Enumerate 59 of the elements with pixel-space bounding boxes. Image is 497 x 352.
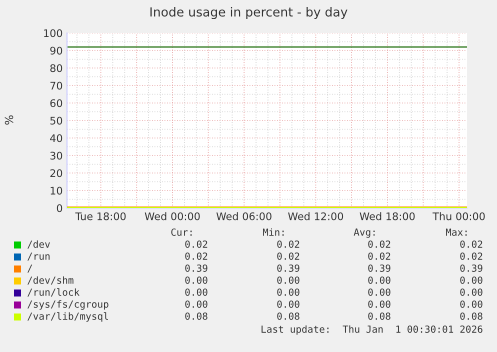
- legend-title: Cur:: [171, 228, 192, 236]
- legend-label: /dev: [27, 240, 50, 249]
- text: 0.02: [460, 240, 482, 248]
- legend-label: /run: [27, 252, 50, 261]
- x-tick-label: Wed 18:00: [360, 212, 415, 220]
- text: 0.02: [368, 240, 390, 248]
- text: 0.00: [277, 288, 300, 296]
- text: 0.00: [185, 300, 208, 308]
- text: 0.02: [277, 252, 300, 260]
- text: Last update: Thu Jan 1 00:30:01 2026: [262, 325, 482, 335]
- y-tick-label: 0: [56, 204, 62, 212]
- y-tick-label: 50: [50, 116, 62, 125]
- text: Max:: [446, 228, 467, 236]
- text: 0.08: [277, 312, 300, 320]
- text: 0.08: [368, 312, 390, 320]
- y-tick-label: 10: [50, 186, 62, 195]
- text: 0.00: [185, 288, 208, 296]
- chart-title: Inode usage in percent - by day: [150, 6, 348, 20]
- legend-label: /var/lib/mysql: [27, 312, 108, 322]
- text: 0.02: [185, 252, 208, 260]
- x-tick-label: Wed 06:00: [216, 212, 272, 220]
- y-tick-label: 30: [50, 152, 62, 160]
- text: 0.00: [277, 300, 300, 308]
- x-tick-label: Wed 12:00: [288, 212, 344, 220]
- x-tick-label: Wed 00:00: [144, 212, 200, 220]
- text: 0.08: [460, 312, 482, 320]
- y-tick-label: 70: [50, 82, 62, 90]
- text: 0.39: [277, 264, 300, 272]
- text: Min:: [262, 228, 284, 236]
- text: 0.02: [277, 240, 300, 248]
- legend-label: /dev/shm: [27, 276, 74, 285]
- text: 0.00: [368, 276, 390, 284]
- text: 0.00: [460, 300, 482, 308]
- text: 0.00: [460, 276, 482, 284]
- x-tick-label: Thu 00:00: [432, 212, 485, 220]
- x-tick-label: Tue 18:00: [75, 212, 126, 220]
- text: 0.02: [368, 252, 390, 260]
- y-axis-title: %: [4, 115, 14, 125]
- y-tick-label: 60: [50, 99, 62, 108]
- text: 0.02: [460, 252, 482, 260]
- text: Avg:: [354, 228, 375, 238]
- text: 0.08: [185, 312, 208, 320]
- text: 0.39: [460, 264, 482, 272]
- text: 0.00: [460, 288, 482, 296]
- y-tick-label: 80: [50, 64, 62, 72]
- y-tick-label: 20: [50, 169, 62, 178]
- text: 0.00: [185, 276, 208, 284]
- text: 0.02: [185, 240, 208, 248]
- text: 0.00: [277, 276, 300, 284]
- legend-label: /run/lock: [27, 288, 80, 297]
- text: 0.00: [368, 300, 390, 308]
- y-tick-label: 40: [50, 134, 62, 142]
- y-tick-label: 100: [44, 29, 62, 38]
- legend-label: /: [27, 264, 32, 273]
- text: 0.39: [368, 264, 390, 272]
- y-tick-label: 90: [50, 46, 62, 55]
- text: 0.00: [368, 288, 390, 296]
- legend-label: /sys/fs/cgroup: [27, 300, 108, 310]
- text: 0.39: [185, 264, 208, 272]
